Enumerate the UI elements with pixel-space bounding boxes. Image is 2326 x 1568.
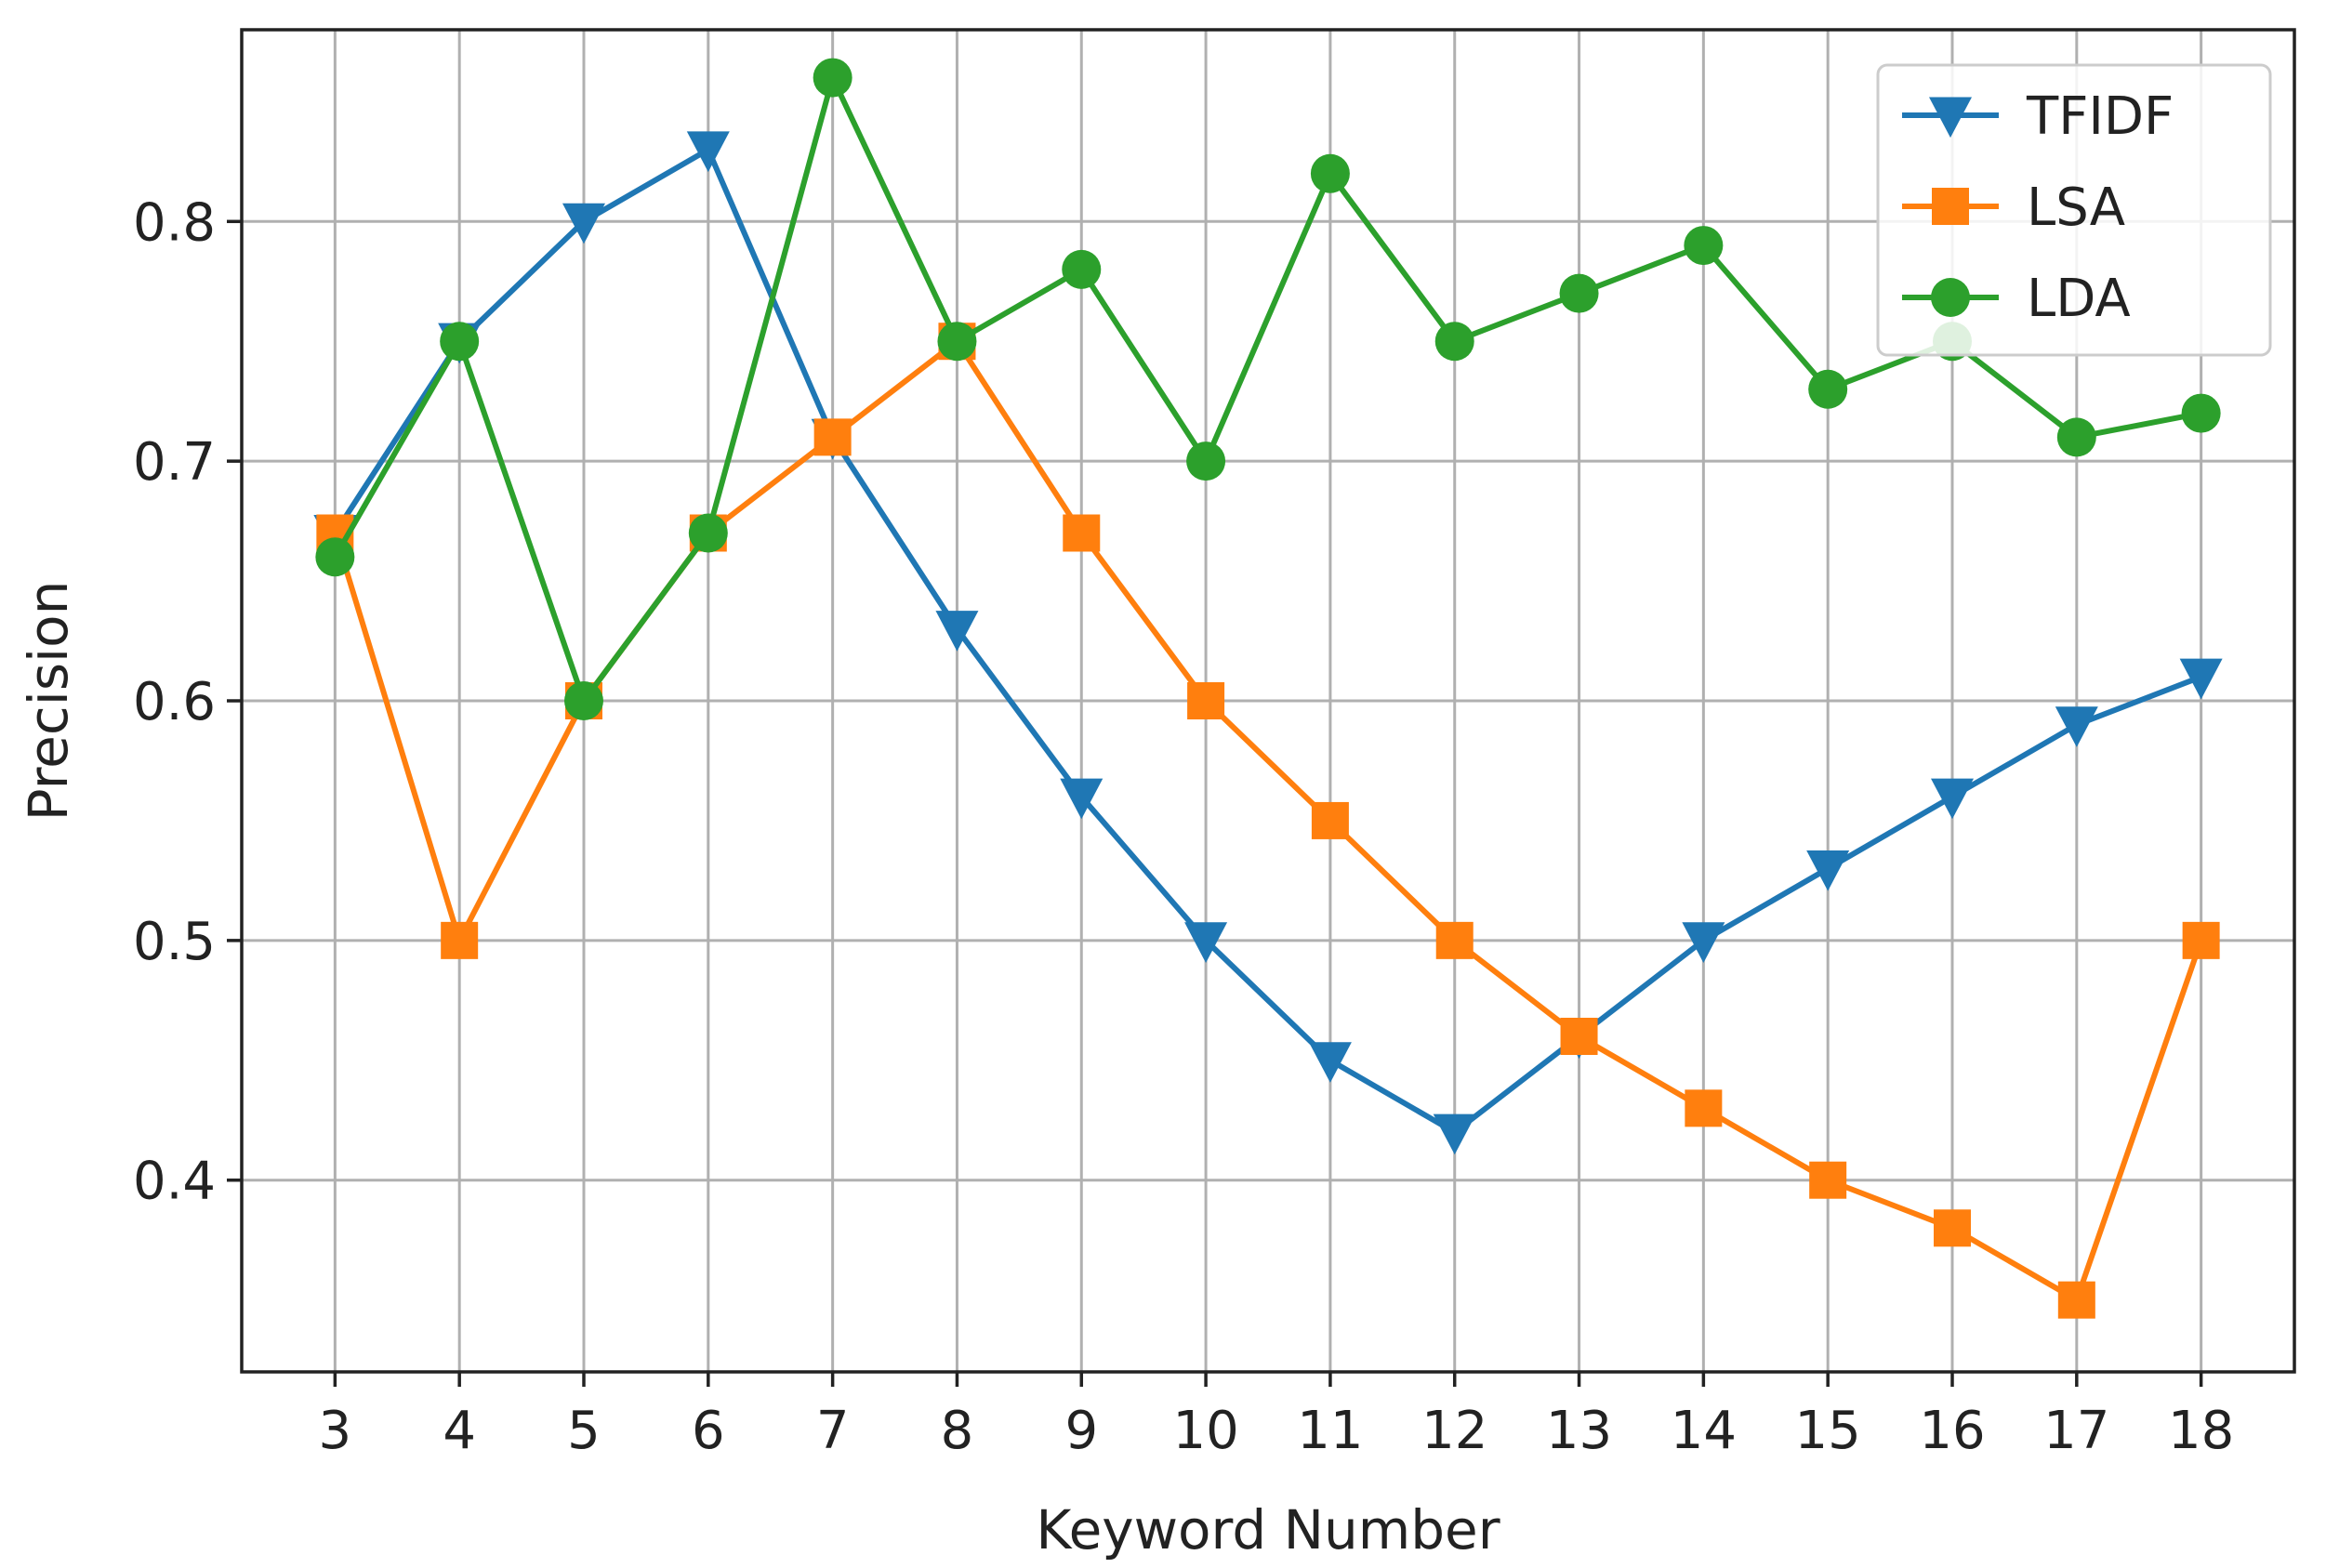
x-tick-label: 12 xyxy=(1421,1401,1487,1461)
legend-marker-lda xyxy=(1931,278,1970,317)
x-axis-title: Keyword Number xyxy=(1036,1498,1500,1561)
x-tick-label: 3 xyxy=(319,1401,352,1461)
legend-label-tfidf: TFIDF xyxy=(2026,86,2174,147)
y-tick-label: 0.4 xyxy=(133,1152,216,1212)
x-tick-label: 18 xyxy=(2168,1401,2234,1461)
data-point-lsa xyxy=(813,418,852,456)
x-tick-label: 5 xyxy=(567,1401,601,1461)
x-tick-label: 10 xyxy=(1172,1401,1238,1461)
data-point-lsa xyxy=(1063,514,1101,552)
x-tick-label: 11 xyxy=(1297,1401,1363,1461)
x-tick-label: 16 xyxy=(1919,1401,1985,1461)
data-point-lsa xyxy=(441,921,479,959)
data-point-tfidf xyxy=(1806,850,1850,891)
x-tick-label: 15 xyxy=(1795,1401,1861,1461)
data-point-tfidf xyxy=(562,203,605,244)
data-point-lda xyxy=(937,322,977,362)
legend-box xyxy=(1876,63,2272,357)
legend: TFIDF LSA LDA xyxy=(1876,63,2272,357)
data-point-tfidf xyxy=(1433,1113,1476,1155)
x-tick-label: 6 xyxy=(692,1401,725,1461)
x-tick-label: 4 xyxy=(443,1401,476,1461)
x-tick-label: 7 xyxy=(816,1401,850,1461)
legend-marker-lsa xyxy=(1932,188,1969,225)
series-tfidf xyxy=(313,131,2223,1155)
series-layer xyxy=(313,58,2223,1319)
data-point-lsa xyxy=(1809,1161,1847,1199)
series-line-lda xyxy=(332,74,2202,704)
data-point-lda xyxy=(813,58,852,98)
data-point-lda xyxy=(564,681,603,720)
data-point-lsa xyxy=(2057,1281,2095,1319)
legend-item-tfidf: TFIDF xyxy=(1902,86,2174,147)
data-point-lda xyxy=(1559,273,1599,313)
data-point-lda xyxy=(2181,393,2221,433)
x-tick-label: 17 xyxy=(2043,1401,2109,1461)
data-point-tfidf xyxy=(686,131,730,173)
data-point-tfidf xyxy=(1060,778,1104,820)
y-tick-label: 0.8 xyxy=(133,192,216,253)
data-point-lda xyxy=(315,537,355,577)
x-tick-label: 8 xyxy=(941,1401,974,1461)
data-point-lsa xyxy=(1934,1209,1971,1247)
data-point-lda xyxy=(440,322,480,362)
legend-item-lsa: LSA xyxy=(1902,178,2125,238)
data-point-tfidf xyxy=(1931,778,1974,820)
data-point-lsa xyxy=(1435,921,1474,959)
x-tick-label: 14 xyxy=(1671,1401,1737,1461)
data-point-lda xyxy=(2056,417,2096,457)
legend-marker-tfidf xyxy=(1929,97,1972,138)
data-point-lda xyxy=(1434,322,1474,362)
legend-label-lda: LDA xyxy=(2027,269,2131,329)
series-line-tfidf xyxy=(332,146,2202,1136)
data-point-lda xyxy=(1310,153,1350,193)
data-point-lsa xyxy=(1685,1089,1723,1127)
data-point-lda xyxy=(1062,249,1102,289)
data-point-lsa xyxy=(1311,801,1349,839)
x-axis-ticks: 3 4 5 6 7 8 9 10 11 12 13 14 15 16 17 18 xyxy=(319,1372,2234,1461)
x-tick-label: 9 xyxy=(1064,1401,1098,1461)
x-tick-label: 13 xyxy=(1546,1401,1612,1461)
data-point-lsa xyxy=(1560,1018,1598,1055)
data-point-lsa xyxy=(2182,921,2220,959)
data-point-lda xyxy=(1684,226,1724,266)
series-lda xyxy=(315,58,2221,720)
data-point-tfidf xyxy=(2179,658,2223,700)
y-tick-label: 0.7 xyxy=(133,432,216,493)
data-point-tfidf xyxy=(1184,922,1228,964)
data-point-lda xyxy=(1808,369,1848,409)
y-axis-ticks: 0.4 0.5 0.6 0.7 0.8 xyxy=(133,192,242,1212)
data-point-tfidf xyxy=(1682,922,1725,964)
data-point-lda xyxy=(688,513,728,553)
data-point-tfidf xyxy=(2055,706,2098,747)
y-tick-label: 0.5 xyxy=(133,912,216,972)
y-axis-title: Precision xyxy=(17,581,80,822)
data-point-tfidf xyxy=(935,611,979,652)
legend-label-lsa: LSA xyxy=(2027,178,2125,238)
y-tick-label: 0.6 xyxy=(133,672,216,732)
legend-item-lda: LDA xyxy=(1902,269,2131,329)
data-point-tfidf xyxy=(1308,1042,1352,1083)
data-point-lsa xyxy=(1187,682,1225,719)
data-point-lda xyxy=(1186,441,1226,481)
